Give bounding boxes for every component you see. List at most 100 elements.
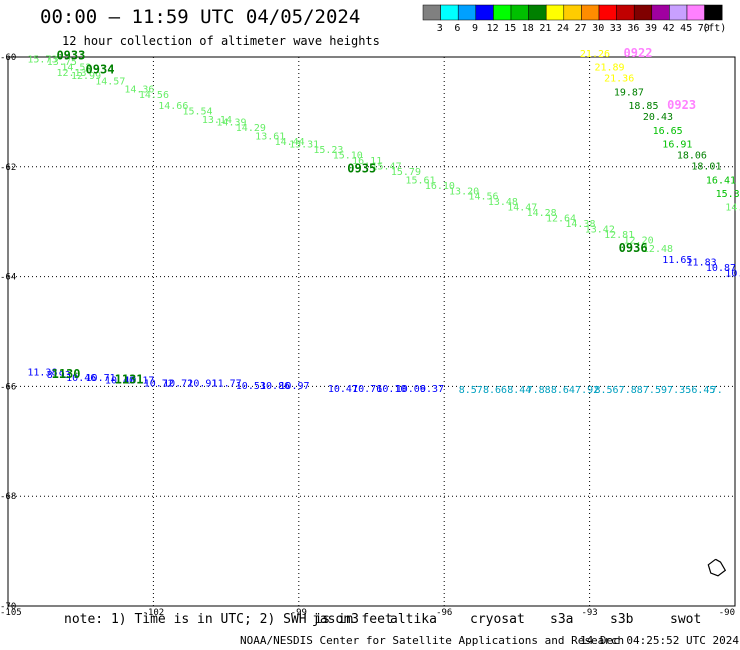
wave-height-value: 15.31: [289, 140, 319, 151]
legend-swatch: [686, 4, 705, 21]
wave-height-value: 8.66: [483, 385, 507, 396]
pass-time-label: 0933: [56, 49, 85, 63]
wave-height-value: 12.99: [71, 71, 101, 82]
legend-swatch: [545, 4, 565, 21]
pass-time-label: 0922: [624, 46, 653, 60]
wave-height-value: 21.89: [594, 63, 624, 74]
wave-height-value: 18.01: [691, 162, 721, 173]
legend-swatch: [651, 4, 670, 21]
wave-height-value: 14.56: [468, 192, 498, 203]
color-legend: 3 6 9 12 15 18 21 24 27 30 33 36 39 42 45 70(ft): [422, 4, 726, 34]
legend-label: 18: [522, 23, 534, 34]
wave-height-value: 13.14: [202, 115, 232, 126]
lon-tick-label: -93: [581, 608, 597, 618]
wave-height-value: 20.43: [643, 112, 673, 123]
wave-height-value: 12.13: [56, 68, 86, 79]
legend-swatch: [704, 4, 723, 21]
wave-height-value: 15.47: [372, 162, 402, 173]
wave-height-value: 8.44: [507, 385, 531, 396]
lat-tick-label: -70: [0, 602, 16, 612]
legend-label: 9: [472, 23, 478, 34]
wave-height-value: 10.97: [279, 381, 309, 392]
mission-swot: swot: [670, 612, 702, 627]
wave-height-value: 10.40: [105, 376, 135, 387]
wave-height-value: 13.20: [449, 186, 479, 197]
wave-height-value: 7.: [711, 385, 723, 396]
wave-height-value: 14.39: [216, 118, 246, 129]
legend-label: 30: [592, 23, 604, 34]
wave-height-value: 14.66: [158, 101, 188, 112]
wave-height-value: 15.73: [27, 54, 57, 65]
lon-tick-label: -96: [436, 608, 452, 618]
pass-time-label: 1130: [52, 367, 81, 381]
wave-height-value: 21.26: [580, 49, 610, 60]
lat-tick-label: -62: [0, 163, 16, 173]
wave-height-value: 13.42: [585, 225, 615, 236]
legend-swatch: [598, 4, 617, 21]
page-title: 00:00 — 11:59 UTC 04/05/2024: [40, 6, 361, 28]
lat-tick-label: -60: [0, 53, 16, 63]
legend-label: 15: [504, 23, 516, 34]
lon-tick-label: -102: [143, 608, 165, 618]
credit-line: NOAA/NESDIS Center for Satellite Applica…: [240, 634, 625, 647]
wave-height-value: 10.10: [376, 384, 406, 395]
wave-height-value: 7.88: [527, 385, 551, 396]
wave-height-value: 14.47: [507, 203, 537, 214]
wave-height-value: 13.61: [255, 131, 285, 142]
wave-height-value: 10.71: [86, 373, 116, 384]
legend-swatch: [563, 4, 582, 21]
plot-border: [7, 56, 736, 607]
wave-height-value: 15.54: [182, 107, 212, 118]
wave-height-value: 14.83: [725, 203, 740, 214]
wave-height-value: 15.79: [391, 167, 421, 178]
wave-height-value: 15.39: [716, 189, 740, 200]
lat-tick-label: -66: [0, 382, 16, 392]
mission-s3a: s3a: [550, 612, 574, 627]
coastline: [707, 558, 727, 577]
wave-height-value: 11.83: [687, 258, 717, 269]
wave-height-value: 13.75: [47, 57, 77, 68]
wave-height-value: 10.17: [124, 376, 154, 387]
mission-cryosat: cryosat: [470, 612, 525, 627]
legend-label: 33: [610, 23, 622, 34]
wave-height-value: 14.29: [236, 123, 266, 134]
wave-height-value: 11.38: [27, 367, 57, 378]
footer-note: note: 1) Time is in UTC; 2) SWH is in fe…: [64, 612, 393, 627]
wave-height-value: 16.10: [425, 181, 455, 192]
wave-height-values: 15.7313.7514.5212.1312.9914.5714.3614.56…: [27, 49, 740, 396]
lat-tick-label: -68: [0, 492, 16, 502]
wave-height-value: 14.57: [95, 76, 125, 87]
map-frame: [7, 56, 736, 607]
wave-height-value: 10.47: [328, 384, 358, 395]
wave-height-value: 14.44: [275, 137, 305, 148]
wave-height-value: 10.75: [725, 269, 740, 280]
wave-height-value: 10.76: [352, 384, 382, 395]
wave-height-value: 12.20: [624, 236, 654, 247]
legend-label: 3: [437, 23, 443, 34]
wave-height-value: 15.61: [405, 175, 435, 186]
wave-height-value: 16.41: [706, 175, 736, 186]
legend-swatch: [633, 4, 653, 21]
wave-height-value: 8.56: [594, 385, 618, 396]
wave-height-value: 19.87: [614, 87, 644, 98]
legend-swatch: [457, 4, 477, 21]
wave-height-value: 18.85: [628, 101, 658, 112]
wave-height-value: 8.57: [459, 385, 483, 396]
wave-height-value: 14.52: [61, 63, 91, 74]
wave-height-value: 11.65: [662, 255, 692, 266]
axis-tick-labels: -105 -102 -99 -96 -93 -90 -60 -62 -64 -66 -68 -70: [0, 53, 735, 618]
wave-height-value: 14.28: [527, 208, 557, 219]
wave-height-value: 16.65: [653, 126, 683, 137]
lat-tick-label: -64: [0, 273, 16, 283]
pass-time-label: 0935: [347, 161, 376, 175]
mission-altika: altika: [390, 612, 437, 627]
wave-height-value: 11.77: [212, 378, 242, 389]
wave-height-value: 12.81: [604, 230, 634, 241]
wave-height-value: 8.93: [47, 370, 71, 381]
wave-height-value: 12.48: [643, 244, 673, 255]
legend-label: 12: [487, 23, 499, 34]
wave-height-value: 15.10: [333, 151, 363, 162]
wave-height-value: 10.91: [187, 378, 217, 389]
legend-label: 42: [663, 23, 675, 34]
